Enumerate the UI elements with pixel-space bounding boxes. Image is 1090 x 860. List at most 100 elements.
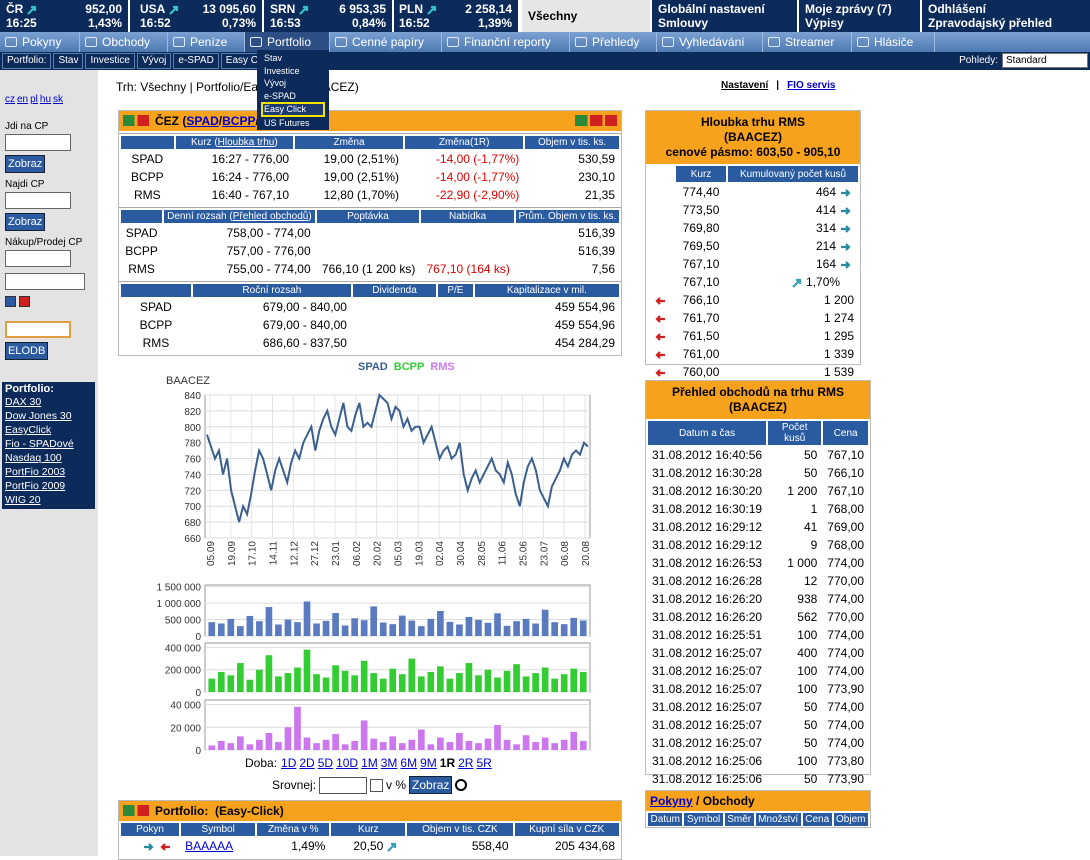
service-link[interactable]: FIO servis [787, 80, 836, 91]
sub-item[interactable]: Investice [85, 53, 135, 69]
top-link[interactable]: Všechny [520, 0, 650, 32]
select[interactable] [5, 273, 85, 290]
header-cell [121, 136, 174, 149]
period-link[interactable]: 1R [439, 756, 456, 770]
volume-bar [465, 740, 473, 750]
volume-bar [217, 671, 225, 692]
quantity-text: 214 [815, 239, 836, 253]
portfolio-link[interactable]: PortFio 2003 [5, 466, 66, 478]
portfolio-link[interactable]: DAX 30 [5, 396, 42, 408]
trades-box: Přehled obchodů na trhu RMS (BAACEZ) Datum… [645, 380, 871, 804]
views: Pohledy: Standard [959, 53, 1088, 68]
input[interactable] [5, 321, 71, 339]
cell: 31.08.2012 16:25:06 [648, 771, 766, 787]
period-link[interactable]: 1D [281, 756, 297, 770]
link[interactable]: BCPP [222, 114, 256, 128]
top-link[interactable]: Globální nastavení Smlouvy [650, 0, 797, 32]
volume-bar [541, 667, 549, 692]
language-link[interactable]: en [17, 94, 29, 105]
link[interactable]: Přehled obchodů [232, 211, 309, 222]
cell: 769,00 [823, 519, 868, 535]
link[interactable]: Hloubka trhu [217, 137, 275, 148]
dropdown-item[interactable]: e-SPAD [264, 90, 296, 101]
link[interactable]: Pokyny [650, 794, 693, 808]
dropdown-item[interactable]: Stav [264, 53, 283, 63]
input[interactable] [5, 134, 71, 151]
dropdown-item[interactable]: Vývoj [264, 78, 287, 88]
volume-bar [446, 621, 454, 636]
period-link[interactable]: 10D [336, 756, 359, 770]
row: 31.08.2012 16:25:07 50 774,00 [648, 699, 868, 715]
volume-bar [227, 743, 235, 750]
button[interactable]: ELODB [5, 342, 49, 361]
period-link[interactable]: 3M [380, 756, 398, 770]
sub-item[interactable]: e-SPAD [173, 53, 219, 69]
ticker-name: PLN [399, 2, 423, 16]
arrow-icon [841, 189, 851, 197]
percent-checkbox[interactable] [370, 778, 384, 792]
text: 31.08.2012 16:25:07 [652, 664, 763, 678]
link[interactable]: BAAAAA [185, 839, 234, 853]
text: 400 [797, 646, 818, 660]
volume-bar [246, 744, 254, 750]
period-link[interactable]: 9M [420, 756, 437, 770]
period-link[interactable]: 6M [400, 756, 418, 770]
portfolio-link[interactable]: Nasdaq 100 [5, 452, 62, 464]
menu-item[interactable]: Peníze [168, 32, 245, 52]
menu-item[interactable]: Přehledy [570, 32, 657, 52]
menu-item[interactable]: Pokyny [0, 32, 80, 52]
volume-bar [513, 664, 520, 692]
portfolio-link[interactable]: Dow Jones 30 [5, 410, 72, 422]
buy-button[interactable] [5, 296, 16, 307]
top-link[interactable]: Odhlášení Zpravodajský přehled [920, 0, 1090, 32]
top-link[interactable]: Moje zprávy (7) Výpisy [797, 0, 920, 32]
input[interactable] [5, 250, 71, 267]
views-select[interactable]: Standard [1002, 53, 1088, 68]
language-link[interactable]: sk [53, 94, 64, 105]
menu-item[interactable]: Obchody [80, 32, 168, 52]
portfolio-link[interactable]: EasyClick [5, 424, 52, 436]
language-link[interactable]: hu [39, 94, 52, 105]
dropdown-item[interactable]: Investice [264, 65, 300, 76]
compare-button[interactable]: Zobraz [409, 776, 453, 794]
period-link[interactable]: 5D [317, 756, 334, 770]
period-link[interactable]: 1M [361, 756, 378, 770]
sub-item[interactable]: Stav [53, 53, 84, 69]
period-link[interactable]: 2D [299, 756, 315, 770]
portfolio-link[interactable]: PortFio 2009 [5, 480, 66, 492]
dropdown-item[interactable]: US Futures [264, 118, 310, 128]
menu-item[interactable]: Vyhledávání [657, 32, 763, 52]
language-link[interactable]: cz [5, 94, 15, 105]
volume-bar [503, 739, 511, 750]
top-link-line: Globální nastavení [658, 2, 765, 16]
row: 31.08.2012 16:29:12 41 769,00 [648, 519, 868, 535]
button[interactable]: Zobraz [5, 213, 46, 231]
menu-item[interactable]: Finanční reporty [442, 32, 570, 52]
sub-item[interactable]: Vývoj [136, 53, 172, 69]
menu-label: Hlásiče [874, 35, 914, 49]
menu-item[interactable]: Portfolio [245, 32, 330, 52]
volume-bar [341, 744, 349, 750]
volume-bar [579, 740, 587, 750]
header-cell: Změna [295, 136, 404, 149]
menu-item[interactable]: Streamer [763, 32, 852, 52]
portfolio-list-title: Portfolio: [5, 383, 54, 395]
sell-button[interactable] [19, 296, 30, 307]
menu-item[interactable]: Cenné papíry [330, 32, 442, 52]
input[interactable] [5, 192, 71, 209]
menu-item[interactable]: Hlásiče [852, 32, 935, 52]
period-link[interactable]: 5R [476, 756, 492, 770]
portfolio-link[interactable]: WIG 20 [5, 494, 41, 506]
portfolio-link[interactable]: Fio - SPADové [5, 438, 74, 450]
sidebar: cz en pl hu sk Jdi na CP Zobraz Najdi CP Zobraz N… [0, 70, 98, 856]
text: 758,00 - 774,00 [226, 226, 311, 240]
period-link[interactable]: 2R [458, 756, 474, 770]
language-link[interactable]: pl [30, 94, 38, 105]
compare-input[interactable] [319, 776, 368, 794]
dropdown-item[interactable]: Easy Click [261, 102, 325, 117]
link[interactable]: SPAD [186, 114, 219, 128]
cell: 31.08.2012 16:30:28 [648, 465, 766, 481]
settings-link[interactable]: Nastavení [721, 80, 769, 91]
cell: 100 [768, 663, 821, 679]
button[interactable]: Zobraz [5, 155, 46, 173]
